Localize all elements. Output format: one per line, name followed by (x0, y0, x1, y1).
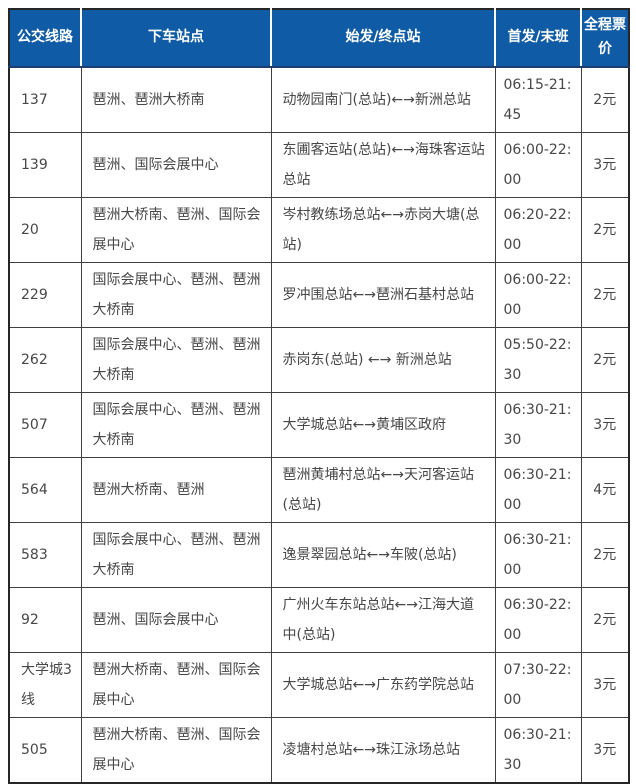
cell-alight-stops: 国际会展中心、琶洲、琶洲大桥南 (80, 391, 272, 458)
table-row: 507 国际会展中心、琶洲、琶洲大桥南 大学城总站←→黄埔区政府 06:30-2… (8, 391, 630, 458)
cell-line-number: 137 (8, 66, 82, 133)
cell-alight-stops: 国际会展中心、琶洲、琶洲大桥南 (80, 521, 272, 588)
table-row: 大学城3线 琶洲大桥南、琶洲、国际会展中心 大学城总站←→广东药学院总站 07:… (8, 651, 630, 718)
cell-alight-stops: 国际会展中心、琶洲、琶洲大桥南 (80, 261, 272, 328)
cell-fare: 2元 (580, 261, 630, 328)
cell-route-termini: 琶洲黄埔村总站←→天河客运站(总站) (270, 456, 496, 523)
table-row: 137 琶洲、琶洲大桥南 动物园南门(总站)←→新洲总站 06:15-21:45… (8, 66, 630, 133)
column-header-fare: 全程票价 (580, 9, 629, 68)
cell-fare: 3元 (580, 391, 630, 458)
cell-route-termini: 动物园南门(总站)←→新洲总站 (270, 66, 496, 133)
column-header-times: 首发/末班 (494, 9, 581, 68)
cell-fare: 3元 (580, 716, 630, 784)
table-row: 229 国际会展中心、琶洲、琶洲大桥南 罗冲围总站←→琶洲石基村总站 06:00… (8, 261, 630, 328)
cell-line-number: 505 (8, 716, 82, 784)
table-body: 137 琶洲、琶洲大桥南 动物园南门(总站)←→新洲总站 06:15-21:45… (8, 66, 630, 784)
cell-fare: 2元 (580, 326, 630, 393)
cell-line-number: 262 (8, 326, 82, 393)
cell-route-termini: 逸景翠园总站←→车陂(总站) (270, 521, 496, 588)
table-row: 92 琶洲、国际会展中心 广州火车东站总站←→江海大道中(总站) 06:30-2… (8, 586, 630, 653)
table-header: 公交线路 下车站点 始发/终点站 首发/末班 全程票价 (9, 9, 629, 68)
column-header-line: 公交线路 (9, 9, 81, 68)
cell-fare: 2元 (580, 586, 630, 653)
cell-alight-stops: 琶洲大桥南、琶洲、国际会展中心 (80, 196, 272, 263)
cell-alight-stops: 琶洲、国际会展中心 (80, 586, 272, 653)
cell-first-last-times: 06:00-22:00 (494, 261, 582, 328)
cell-first-last-times: 06:00-22:00 (494, 131, 582, 198)
cell-line-number: 583 (8, 521, 82, 588)
table-row: 564 琶洲大桥南、琶洲 琶洲黄埔村总站←→天河客运站(总站) 06:30-21… (8, 456, 630, 523)
cell-alight-stops: 琶洲大桥南、琶洲 (80, 456, 272, 523)
cell-route-termini: 广州火车东站总站←→江海大道中(总站) (270, 586, 496, 653)
cell-route-termini: 大学城总站←→黄埔区政府 (270, 391, 496, 458)
cell-fare: 4元 (580, 456, 630, 523)
cell-first-last-times: 06:15-21:45 (494, 66, 582, 133)
bus-routes-table: 公交线路 下车站点 始发/终点站 首发/末班 全程票价 137 琶洲、琶洲大桥南… (8, 8, 630, 784)
cell-first-last-times: 06:30-21:00 (494, 521, 582, 588)
cell-route-termini: 凌塘村总站←→珠江泳场总站 (270, 716, 496, 784)
cell-alight-stops: 琶洲大桥南、琶洲、国际会展中心 (80, 716, 272, 784)
cell-alight-stops: 国际会展中心、琶洲、琶洲大桥南 (80, 326, 272, 393)
cell-first-last-times: 06:30-22:00 (494, 586, 582, 653)
column-header-route: 始发/终点站 (270, 9, 495, 68)
table-row: 262 国际会展中心、琶洲、琶洲大桥南 赤岗东(总站) ←→ 新洲总站 05:5… (8, 326, 630, 393)
cell-line-number: 大学城3线 (8, 651, 82, 718)
cell-alight-stops: 琶洲大桥南、琶洲、国际会展中心 (80, 651, 272, 718)
cell-route-termini: 大学城总站←→广东药学院总站 (270, 651, 496, 718)
cell-fare: 3元 (580, 651, 630, 718)
cell-line-number: 20 (8, 196, 82, 263)
table-row: 20 琶洲大桥南、琶洲、国际会展中心 岑村教练场总站←→赤岗大塘(总站) 06:… (8, 196, 630, 263)
cell-first-last-times: 06:30-21:00 (494, 456, 582, 523)
cell-fare: 3元 (580, 131, 630, 198)
header-row: 公交线路 下车站点 始发/终点站 首发/末班 全程票价 (9, 9, 629, 68)
cell-alight-stops: 琶洲、国际会展中心 (80, 131, 272, 198)
cell-line-number: 92 (8, 586, 82, 653)
cell-line-number: 229 (8, 261, 82, 328)
table-row: 583 国际会展中心、琶洲、琶洲大桥南 逸景翠园总站←→车陂(总站) 06:30… (8, 521, 630, 588)
column-header-stops: 下车站点 (80, 9, 271, 68)
cell-first-last-times: 06:20-22:00 (494, 196, 582, 263)
cell-fare: 2元 (580, 521, 630, 588)
cell-first-last-times: 06:30-21:30 (494, 716, 582, 784)
cell-first-last-times: 06:30-21:30 (494, 391, 582, 458)
cell-alight-stops: 琶洲、琶洲大桥南 (80, 66, 272, 133)
cell-first-last-times: 05:50-22:30 (494, 326, 582, 393)
cell-route-termini: 赤岗东(总站) ←→ 新洲总站 (270, 326, 496, 393)
cell-route-termini: 罗冲围总站←→琶洲石基村总站 (270, 261, 496, 328)
cell-line-number: 564 (8, 456, 82, 523)
cell-first-last-times: 07:30-22:00 (494, 651, 582, 718)
table-row: 139 琶洲、国际会展中心 东圃客运站(总站)←→海珠客运站总站 06:00-2… (8, 131, 630, 198)
cell-route-termini: 岑村教练场总站←→赤岗大塘(总站) (270, 196, 496, 263)
cell-fare: 2元 (580, 66, 630, 133)
table-row: 505 琶洲大桥南、琶洲、国际会展中心 凌塘村总站←→珠江泳场总站 06:30-… (8, 716, 630, 784)
cell-line-number: 507 (8, 391, 82, 458)
cell-fare: 2元 (580, 196, 630, 263)
cell-line-number: 139 (8, 131, 82, 198)
cell-route-termini: 东圃客运站(总站)←→海珠客运站总站 (270, 131, 496, 198)
